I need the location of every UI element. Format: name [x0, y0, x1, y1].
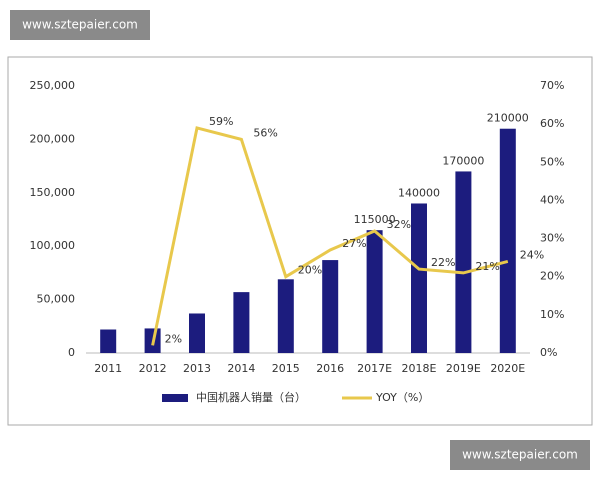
x-tick-label: 2017E	[357, 362, 392, 375]
x-tick-label: 2020E	[490, 362, 525, 375]
bar	[411, 203, 427, 353]
x-tick-label: 2016	[316, 362, 344, 375]
y-tick-label: 50,000	[37, 293, 76, 306]
y2-tick-label: 40%	[540, 193, 564, 206]
line-value-label: 20%	[298, 264, 322, 277]
watermark-box	[10, 10, 150, 40]
legend-label: YOY（%）	[375, 391, 429, 404]
bar	[322, 260, 339, 353]
bar	[499, 128, 516, 353]
x-tick-label: 2015	[272, 362, 300, 375]
bar	[100, 329, 117, 353]
line-value-label: 21%	[475, 260, 499, 273]
x-tick-label: 2012	[139, 362, 167, 375]
y-tick-label: 0	[68, 346, 75, 359]
bar	[277, 279, 294, 353]
y2-tick-label: 20%	[540, 270, 564, 283]
chart-frame	[7, 56, 593, 426]
y2-tick-label: 60%	[540, 117, 564, 130]
x-tick-label: 2013	[183, 362, 211, 375]
x-tick-label: 2019E	[446, 362, 481, 375]
y2-tick-label: 10%	[540, 308, 564, 321]
watermark-box	[450, 440, 590, 470]
line	[151, 126, 509, 346]
line-value-label: 22%	[431, 256, 455, 269]
x-tick-label: 2011	[94, 362, 122, 375]
bar-value-label: 140000	[398, 186, 440, 199]
legend-swatch	[162, 394, 188, 402]
bar	[233, 292, 250, 353]
line-value-label: 24%	[520, 248, 544, 261]
line-value-label: 2%	[165, 332, 182, 345]
bar	[189, 313, 205, 353]
y-tick-label: 150,000	[30, 186, 76, 199]
y2-tick-label: 70%	[540, 79, 564, 92]
line-value-label: 32%	[387, 218, 411, 231]
bar-value-label: 170000	[442, 154, 484, 167]
line-value-label: 27%	[342, 237, 366, 250]
line-value-label: 56%	[253, 126, 277, 139]
x-tick-label: 2018E	[402, 362, 437, 375]
bar-value-label: 115000	[354, 213, 396, 226]
y2-tick-label: 50%	[540, 155, 564, 168]
bar	[366, 230, 383, 353]
legend-label: 中国机器人销量（台）	[196, 390, 306, 404]
y-tick-label: 200,000	[30, 132, 76, 145]
y-tick-label: 100,000	[30, 239, 76, 252]
y-tick-label: 250,000	[30, 79, 76, 92]
line-value-label: 59%	[209, 115, 233, 128]
watermark: www.sztepaier.com	[22, 18, 138, 32]
bar-value-label: 210000	[487, 112, 529, 125]
y2-tick-label: 30%	[540, 232, 564, 245]
x-tick-label: 2014	[227, 362, 255, 375]
bar	[455, 171, 472, 353]
watermark: www.sztepaier.com	[462, 448, 578, 462]
y2-tick-label: 0%	[540, 346, 557, 359]
